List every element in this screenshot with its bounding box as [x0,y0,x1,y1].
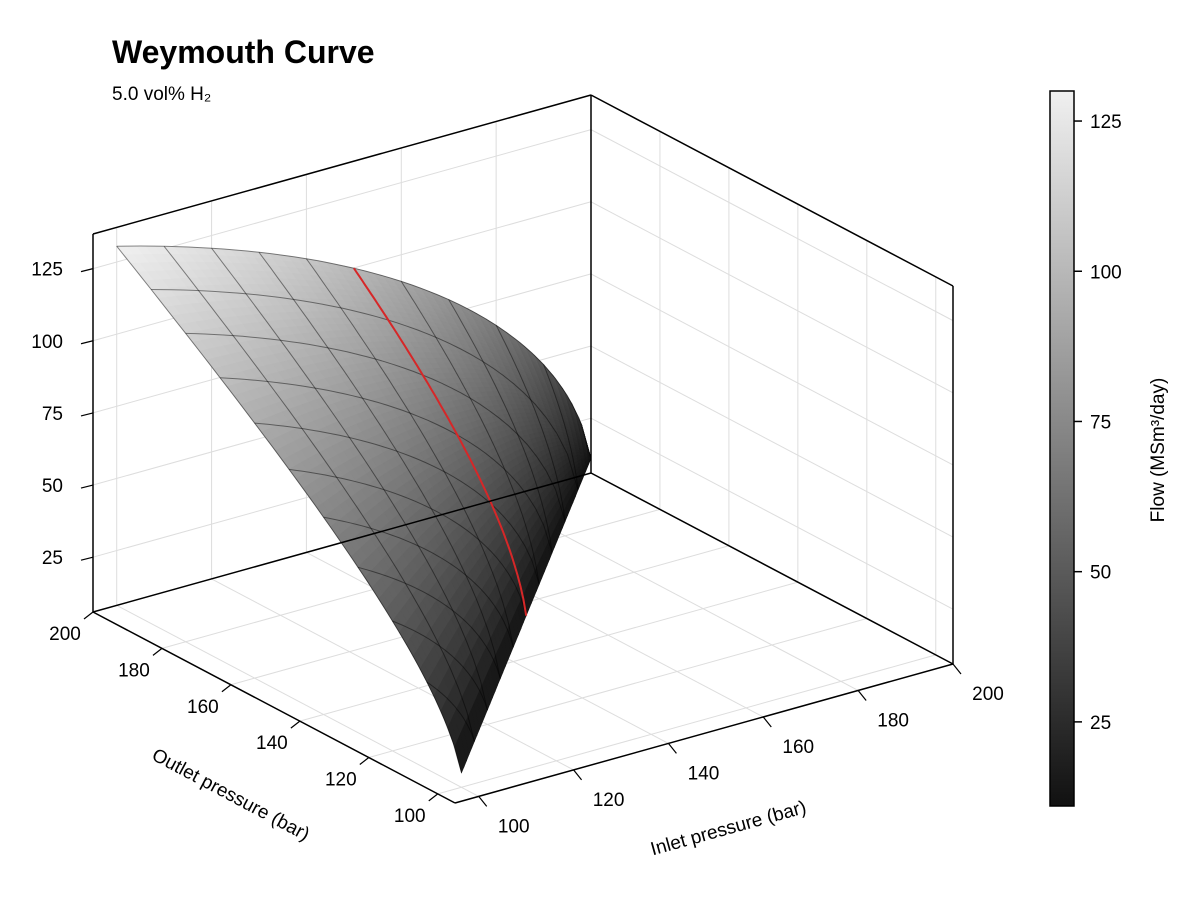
y-axis-label: Inlet pressure (bar) [648,797,808,860]
y-tick-label: 160 [782,737,814,758]
x-tick-mark [221,684,232,693]
mesh-line-outlet [185,332,566,522]
mesh-line-inlet [448,299,553,553]
axis-box-edge [92,611,456,804]
x-axis-label: Outlet pressure (bar) [148,745,313,846]
colorbar-gradient [1049,90,1075,807]
mesh-line-inlet [211,247,488,711]
chart-title: Weymouth Curve [112,34,375,70]
z-tick-label: 50 [42,476,63,497]
axis-box-edge [454,663,954,804]
floor-gridline [211,578,574,771]
back-wall-gridline [590,345,954,538]
mesh-line-outlet [220,377,553,553]
mesh-line-inlet [495,325,566,522]
z-tick-label: 75 [42,404,63,425]
x-tick-label: 140 [256,733,288,754]
z-tick-mark [80,340,94,345]
back-wall-gridline [590,417,954,610]
mesh-line-outlet [426,681,475,742]
y-tick-mark [857,690,867,701]
axis-box-edge [590,472,954,665]
colorbar-tick-label: 75 [1090,412,1111,433]
y-tick-mark [573,769,583,781]
colorbar-tick-label: 125 [1090,112,1122,133]
x-tick-mark [152,647,163,656]
mesh-line-outlet [151,289,579,491]
z-tick-mark [80,268,94,273]
x-tick-label: 100 [394,806,426,827]
z-tick-label: 25 [42,548,63,569]
axis-box-edge [92,94,592,235]
x-tick-mark [428,793,439,802]
mesh-line-inlet [305,258,514,648]
mesh-line-inlet [116,245,462,773]
chart-subtitle: 5.0 vol% H₂ [112,84,212,105]
y-tick-label: 100 [498,816,530,837]
axis-box-edge [92,472,592,613]
axes: 100 120 140 160 180 200 100 120 140 160 180 200 25 50… [31,94,1004,837]
surface-patch [454,739,465,774]
floor-gridline [299,581,798,722]
z-tick-label: 100 [31,332,63,353]
colorbar-label: Flow (MSm³/day) [1148,378,1169,523]
y-tick-label: 120 [593,790,625,811]
y-tick-mark [762,716,772,728]
x-tick-mark [359,757,370,765]
colorbar-tick-label: 100 [1090,262,1122,283]
colorbar-tick-label: 25 [1090,713,1111,734]
y-tick-mark [667,743,677,754]
colorbar: Flow (MSm³/day) 25 50 75 100 125 [1049,90,1169,807]
y-tick-label: 180 [877,710,909,731]
floor-gridline [437,654,936,795]
x-tick-mark [290,720,301,729]
z-tick-mark [80,556,94,561]
z-tick-mark [80,412,94,417]
mesh-line-inlet [400,281,540,585]
mesh-line-outlet [289,468,527,616]
mesh-line-inlet [163,245,475,742]
x-tick-mark [83,611,94,620]
floor-gridline [116,604,479,797]
y-tick-label: 200 [972,684,1004,705]
x-tick-label: 180 [118,660,150,681]
z-tick-mark [80,484,94,489]
back-wall-gridline [590,129,954,322]
surface [116,245,592,774]
z-tick-label: 125 [31,260,63,281]
mesh-line-inlet [258,252,501,679]
y-tick-label: 140 [688,763,720,784]
back-wall-gridline [590,201,954,394]
y-tick-mark [478,796,488,807]
mesh-line-outlet [392,620,488,711]
highlight-curve [353,267,528,616]
back-wall-gridline [590,273,954,466]
mesh-line-inlet [543,364,579,491]
y-tick-mark [952,663,962,675]
x-tick-label: 200 [49,624,81,645]
colorbar-tick-label: 50 [1090,563,1111,584]
left-wall-gridline [92,129,592,270]
mesh-line-outlet [357,566,501,679]
x-tick-label: 160 [187,697,219,718]
mesh-line-outlet [323,516,514,648]
x-tick-label: 120 [325,770,357,791]
axis-box-edge [590,94,954,287]
